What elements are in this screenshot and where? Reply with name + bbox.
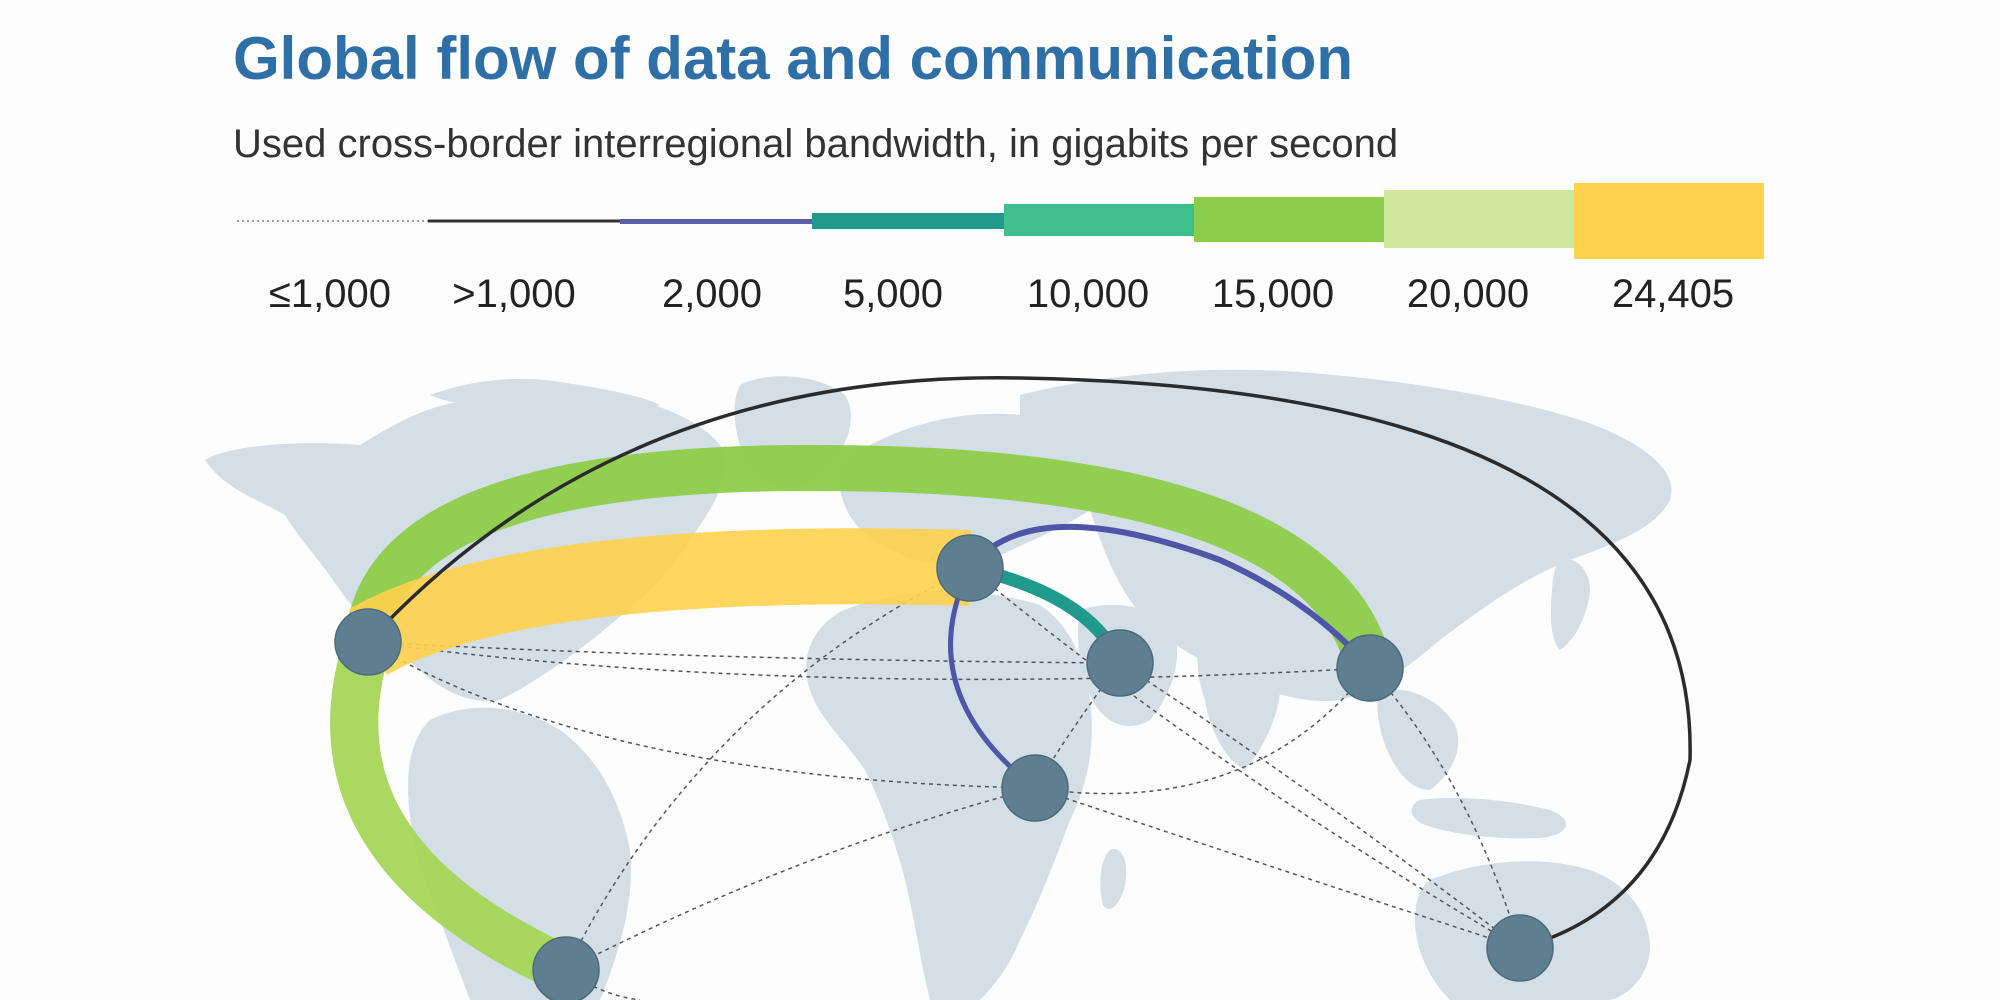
legend-label-15000: 15,000 <box>1211 272 1335 316</box>
node-asia <box>1336 634 1404 702</box>
subtitle: Used cross-border interregional bandwidt… <box>233 122 1399 166</box>
node-middle-east <box>1086 629 1154 697</box>
landmass-madagascar <box>1100 849 1127 909</box>
landmass-india <box>1197 636 1281 770</box>
node-south-america <box>532 936 600 1000</box>
legend-label-20000: 20,000 <box>1406 272 1530 316</box>
legend-label-5000: 5,000 <box>842 272 944 316</box>
node-north-america <box>334 608 402 676</box>
nodes <box>334 534 1554 1000</box>
links-le-1000 <box>367 567 1521 1000</box>
link-dotted-eu-sa <box>565 567 971 971</box>
legend-label-2000: 2,000 <box>661 272 763 316</box>
link-dotted-asia-africa <box>1034 667 1371 795</box>
legend-label-gt-1000: >1,000 <box>452 272 576 316</box>
landmass-southeast-asia <box>1377 689 1459 790</box>
legend-label-24405: 24,405 <box>1611 272 1735 316</box>
legend-label-le-1000: ≤1,000 <box>268 272 392 316</box>
node-oceania <box>1486 914 1554 982</box>
node-europe <box>936 534 1004 602</box>
landmass-indonesia <box>1411 798 1567 839</box>
landmass-asia <box>1020 369 1672 701</box>
link-dotted-africa-sa <box>565 787 1036 971</box>
link-dotted-na-africa <box>367 641 1036 789</box>
landmass-arctic-islands <box>430 378 660 413</box>
link-15000-na-sa <box>330 634 576 992</box>
link-dotted-africa-oceania <box>1034 787 1521 949</box>
node-africa <box>1001 754 1069 822</box>
landmass-japan <box>1550 559 1590 650</box>
landmass-africa <box>806 590 1092 1000</box>
link-dotted-asia-oceania <box>1369 667 1521 949</box>
link-2000-eu-asia <box>967 523 1373 670</box>
link-dotted-na-me <box>367 641 1121 664</box>
link-dotted-me-oceania <box>1119 662 1521 949</box>
link-15000-na-asia <box>345 444 1393 675</box>
legend-label-10000: 10,000 <box>1026 272 1150 316</box>
link-gt-1000-na-oceania <box>366 376 1692 950</box>
page-title: Global flow of data and communication <box>233 25 1354 92</box>
link-24405-na-eu <box>349 528 972 676</box>
link-dotted-na-asia <box>367 641 1371 681</box>
